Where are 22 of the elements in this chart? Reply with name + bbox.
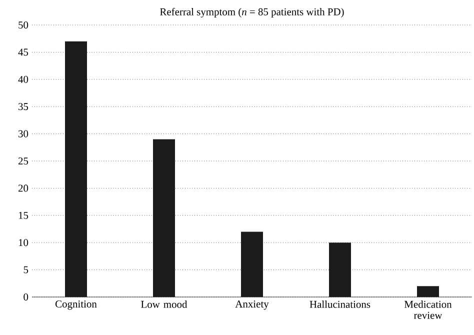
y-tick-label: 0	[24, 293, 28, 301]
bar	[65, 41, 87, 297]
bar	[417, 286, 439, 297]
x-tick-label: Low mood	[141, 300, 188, 308]
chart-title: Referral symptom (n = 85 patients with PD)	[160, 8, 344, 18]
bar	[241, 232, 263, 297]
y-tick-label: 15	[18, 212, 28, 219]
y-tick-label: 25	[18, 157, 28, 165]
bar	[329, 242, 351, 297]
x-tick-label: Cognition	[55, 300, 97, 310]
bar	[153, 139, 175, 297]
y-tick-label: 20	[18, 184, 28, 192]
y-tick-label: 50	[18, 21, 28, 29]
x-tick-label: Medication review	[404, 300, 452, 319]
x-tick-label: Anxiety	[235, 300, 269, 310]
x-tick-label: Hallucinations	[310, 300, 370, 308]
y-tick-label: 5	[24, 266, 28, 274]
y-tick-label: 40	[18, 76, 28, 83]
y-tick-label: 35	[18, 103, 28, 110]
y-tick-label: 30	[18, 130, 28, 138]
y-tick-label: 10	[18, 239, 28, 246]
y-tick-label: 45	[18, 48, 28, 56]
